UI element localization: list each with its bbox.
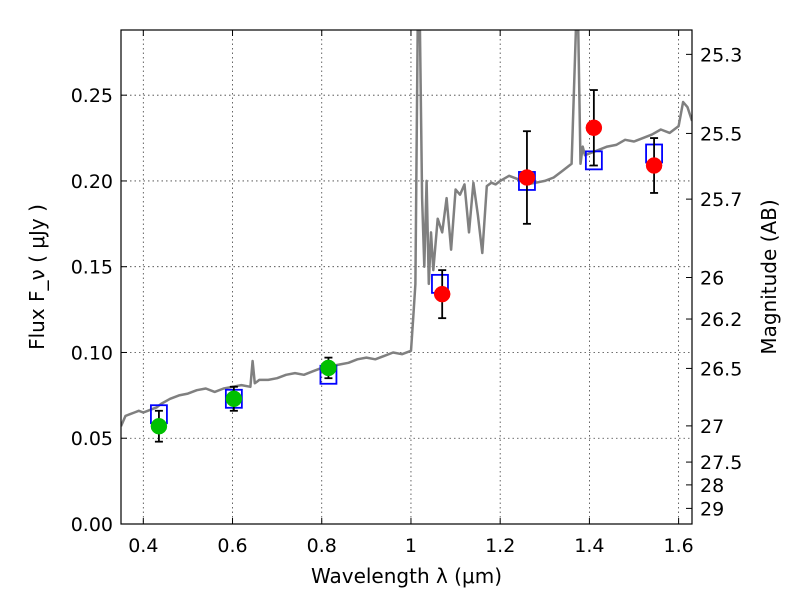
y2-tick-label: 27.5 <box>700 452 742 474</box>
y-tick-label: 0.15 <box>71 257 113 279</box>
x-tick-label: 0.6 <box>217 535 247 557</box>
red-photometry-point <box>585 119 603 137</box>
spectrum-line <box>121 30 692 427</box>
x-axis-label: Wavelength λ (μm) <box>311 564 502 588</box>
ticks: 0.4 0.6 0.8 1 1.2 1.4 1.6 0.00 0.05 0.10 0.15 0.20 0… <box>71 30 742 557</box>
x-tick-label: 0.4 <box>128 535 158 557</box>
y-tick-label: 0.10 <box>71 342 113 364</box>
y-axis-label: Flux F_ν ( μJy ) <box>25 204 49 350</box>
y2-axis-label: Magnitude (AB) <box>757 199 781 354</box>
y2-tick-label: 25.3 <box>700 44 742 66</box>
y-tick-label: 0.00 <box>71 514 113 536</box>
green-photometry-point <box>225 390 243 408</box>
red-photometry-point <box>518 169 536 186</box>
green-photometry-point <box>320 359 337 377</box>
x-tick-label: 1.2 <box>485 535 515 557</box>
plot-area <box>121 30 692 443</box>
x-tick-label: 1.4 <box>574 535 604 557</box>
y2-tick-label: 25.7 <box>700 189 742 211</box>
y2-tick-label: 25.5 <box>700 123 742 145</box>
y-tick-label: 0.25 <box>71 85 113 107</box>
y-tick-label: 0.05 <box>71 428 113 450</box>
red-photometry-point <box>433 285 451 303</box>
y2-tick-label: 27 <box>700 416 724 438</box>
y2-tick-label: 26.5 <box>700 358 742 380</box>
y2-tick-label: 29 <box>700 498 724 520</box>
x-tick-label: 0.8 <box>307 535 337 557</box>
y2-tick-label: 28 <box>700 475 724 497</box>
y2-tick-label: 26 <box>700 268 724 290</box>
x-tick-label: 1.6 <box>664 535 694 557</box>
plot-frame <box>120 29 693 525</box>
x-tick-label: 1 <box>405 535 417 557</box>
y-tick-label: 0.20 <box>71 171 113 193</box>
grid <box>121 30 692 525</box>
green-photometry-point <box>150 417 168 435</box>
red-photometry-point <box>645 157 663 174</box>
y2-tick-label: 26.2 <box>700 309 742 331</box>
